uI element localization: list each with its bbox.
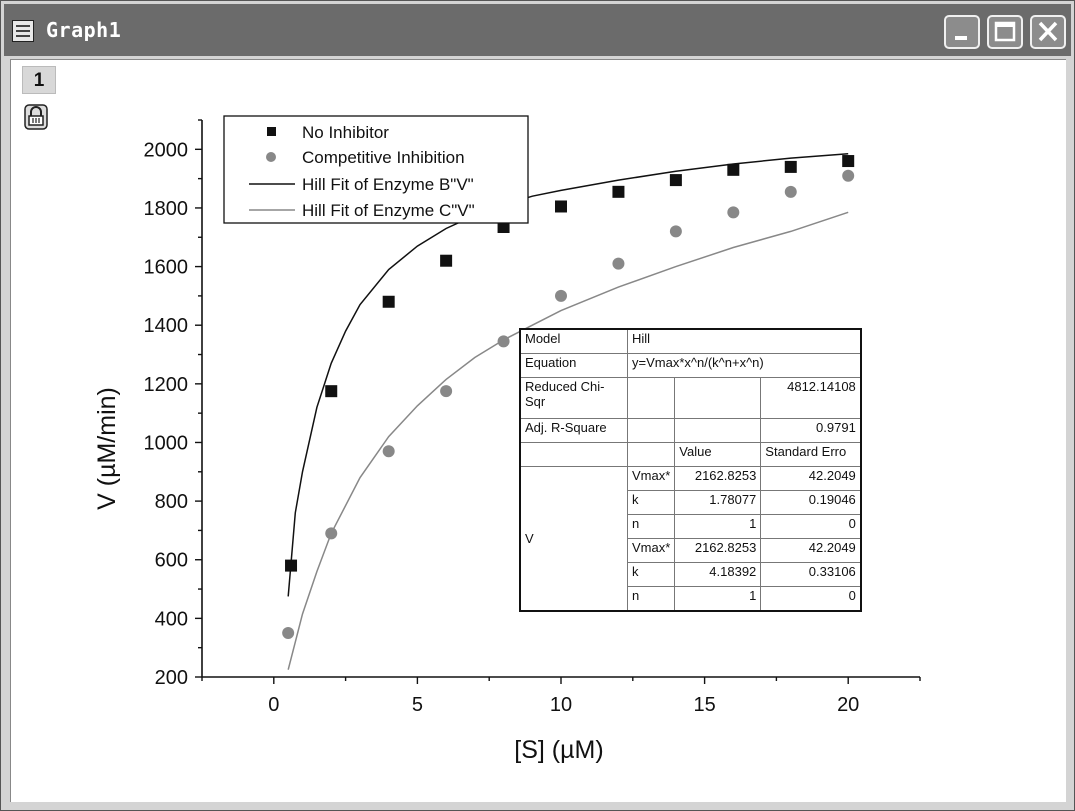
data-point-circle	[440, 385, 453, 398]
column-header-value: Value	[674, 442, 762, 467]
data-point-square	[382, 295, 395, 308]
x-tick-label: 20	[837, 694, 859, 716]
y-tick-label: 400	[155, 608, 188, 630]
r2-value: 0.9791	[760, 418, 862, 443]
data-point-square	[842, 155, 855, 168]
data-point-square	[784, 160, 797, 173]
y-axis-title: V (µM/min)	[93, 387, 121, 510]
y-tick-label: 2000	[144, 139, 189, 161]
data-point-square	[325, 385, 338, 398]
model-label: Model	[519, 328, 628, 354]
model-value: Hill	[626, 328, 862, 354]
legend-label: No Inhibitor	[302, 123, 389, 142]
param-error: 42.2049	[760, 538, 862, 563]
maximize-icon	[994, 21, 1016, 42]
title-bar[interactable]: Graph1	[4, 4, 1071, 56]
param-name: k	[626, 562, 676, 587]
param-error: 42.2049	[760, 466, 862, 491]
data-point-circle	[669, 225, 682, 238]
column-header-error: Standard Erro	[760, 442, 862, 467]
data-point-circle	[382, 445, 395, 458]
empty-cell	[626, 442, 676, 467]
param-error: 0.33106	[760, 562, 862, 587]
data-point-circle	[842, 169, 855, 182]
r2-label: Adj. R-Square	[519, 418, 628, 443]
x-tick-label: 15	[693, 694, 715, 716]
legend-label: Hill Fit of Enzyme C"V"	[302, 201, 475, 220]
window-title: Graph1	[46, 18, 122, 42]
group-label: V	[519, 466, 628, 612]
close-button[interactable]	[1030, 15, 1066, 49]
data-point-circle	[325, 527, 338, 540]
y-tick-label: 600	[155, 550, 188, 572]
minimize-icon	[955, 36, 967, 40]
equation-label: Equation	[519, 353, 628, 378]
param-value: 4.18392	[674, 562, 762, 587]
maximize-button[interactable]	[987, 15, 1023, 49]
param-value: 1	[674, 514, 762, 539]
plot-area[interactable]: 0 5 10 15 2020040060080010001200140016001800…	[11, 60, 1066, 802]
legend-label: Competitive Inhibition	[302, 148, 465, 167]
param-name: n	[626, 586, 676, 612]
empty-cell	[674, 418, 762, 443]
data-point-square	[555, 200, 567, 213]
y-tick-label: 1400	[144, 315, 189, 337]
graph-page[interactable]: 1 0 5 10 15 20 200 400 600 800 1000 1200 1400 1600 18…	[10, 59, 1066, 802]
x-tick-label: 10	[550, 694, 572, 716]
data-point-square	[285, 559, 298, 572]
lock-icon[interactable]	[24, 104, 48, 130]
legend-label: Hill Fit of Enzyme B"V"	[302, 175, 474, 194]
fit-curve-1	[287, 152, 849, 597]
param-value: 2162.8253	[674, 466, 762, 491]
param-value: 1.78077	[674, 490, 762, 515]
chisq-label: Reduced Chi-Sqr	[519, 377, 628, 419]
legend-symbol-circle-icon	[266, 152, 276, 162]
param-name: Vmax*	[626, 538, 676, 563]
fit-curve-2	[287, 211, 849, 670]
x-tick-label: 5	[412, 694, 423, 716]
y-tick-label: 1600	[144, 257, 189, 279]
data-point-circle	[612, 257, 625, 270]
y-tick-label: 1800	[144, 198, 189, 220]
y-tick-label: 200	[155, 667, 188, 689]
data-point-square	[727, 163, 740, 176]
minimize-button[interactable]	[944, 15, 980, 49]
y-tick-label: 1200	[144, 374, 189, 396]
data-point-square	[497, 221, 510, 234]
legend-symbol-square-icon	[267, 127, 276, 136]
param-error: 0	[760, 586, 862, 612]
x-axis-title: [S] (µM)	[514, 736, 603, 764]
data-point-circle	[784, 185, 797, 198]
empty-cell	[626, 418, 676, 443]
param-value: 1	[674, 586, 762, 612]
param-error: 0	[760, 514, 862, 539]
y-tick-label: 800	[155, 491, 188, 513]
param-name: n	[626, 514, 676, 539]
param-value: 2162.8253	[674, 538, 762, 563]
data-point-circle	[727, 206, 740, 219]
fit-results-table[interactable]: Model Hill Equation y=Vmax*x^n/(k^n+x^n)…	[519, 328, 862, 612]
data-point-circle	[497, 335, 510, 348]
data-point-square	[612, 185, 625, 198]
data-point-square	[669, 174, 682, 187]
empty-cell	[674, 377, 762, 419]
y-tick-label: 1000	[144, 432, 189, 454]
param-name: k	[626, 490, 676, 515]
empty-cell	[519, 442, 628, 467]
equation-value: y=Vmax*x^n/(k^n+x^n)	[626, 353, 862, 378]
data-point-circle	[282, 627, 295, 640]
param-error: 0.19046	[760, 490, 862, 515]
layer-tab-1[interactable]: 1	[22, 66, 56, 94]
legend[interactable]: No Inhibitor Competitive Inhibition Hill…	[223, 115, 529, 224]
data-point-circle	[555, 289, 567, 302]
chisq-value: 4812.14108	[760, 377, 862, 419]
param-name: Vmax*	[626, 466, 676, 491]
graph-window-icon[interactable]	[12, 20, 34, 42]
x-tick-label: 0	[268, 694, 279, 716]
empty-cell	[626, 377, 676, 419]
close-icon	[1038, 21, 1058, 42]
data-point-square	[440, 254, 453, 267]
